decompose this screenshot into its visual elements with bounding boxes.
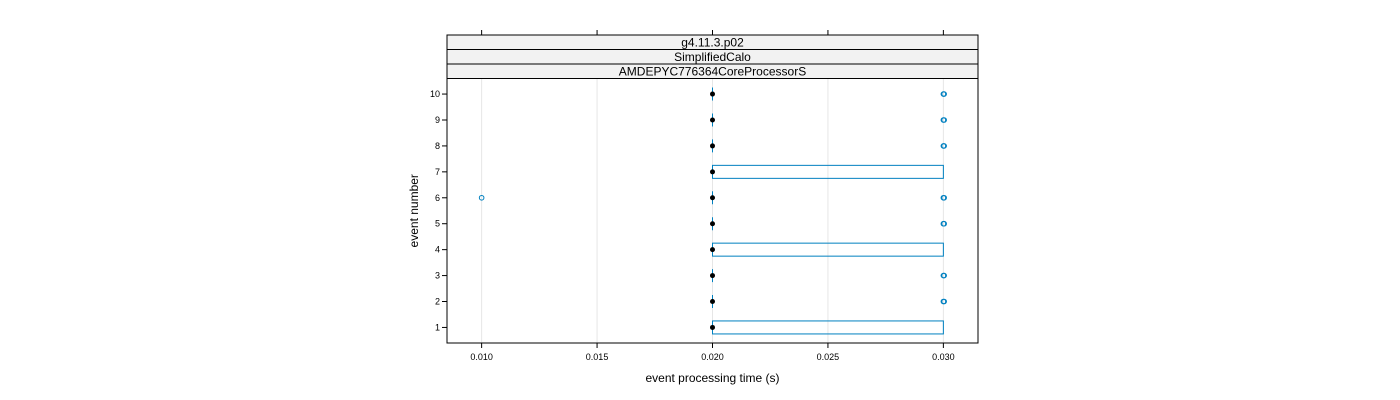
box-event-8: [710, 139, 947, 153]
y-tick-label: 8: [435, 141, 440, 151]
outlier-point: [478, 194, 485, 201]
box-event-9: [710, 113, 947, 127]
median-dot: [710, 143, 715, 149]
outlier-point: [941, 117, 947, 123]
box-event-7: [710, 164, 944, 179]
boxes: [478, 87, 947, 335]
median-dot: [710, 169, 715, 175]
y-tick-label: 4: [435, 245, 440, 255]
strip-label: SimplifiedCalo: [674, 50, 751, 64]
outlier-point: [941, 272, 947, 279]
top-axis-ticks: [481, 30, 944, 35]
median-dot: [710, 117, 715, 123]
y-tick-label: 7: [435, 167, 440, 177]
outlier-point: [941, 91, 947, 97]
median-dot: [710, 195, 715, 201]
outlier-point: [941, 143, 947, 149]
strip-label: g4.11.3.p02: [681, 36, 744, 50]
box-event-3: [710, 269, 947, 283]
outlier-point: [941, 220, 947, 227]
box-event-2: [710, 295, 947, 309]
x-axis: 0.010 0.015 0.020 0.025 0.030: [470, 343, 955, 362]
outlier-point: [941, 194, 947, 201]
x-tick-label: 0.030: [932, 352, 955, 362]
median-dot: [710, 247, 715, 253]
y-tick-label: 9: [435, 115, 440, 125]
box-event-4: [710, 242, 944, 257]
median-dot: [710, 299, 715, 305]
median-dot: [710, 324, 715, 330]
x-tick-label: 0.010: [470, 352, 493, 362]
box-event-5: [710, 217, 947, 231]
outlier-point: [941, 298, 947, 305]
median-dot: [710, 221, 715, 227]
y-tick-label: 6: [435, 193, 440, 203]
y-axis: 1 2 3 4 5 6 7 8 9 10: [430, 89, 447, 332]
x-tick-label: 0.015: [586, 352, 609, 362]
y-axis-title: event number: [407, 174, 421, 247]
y-tick-label: 1: [435, 322, 440, 332]
y-tick-label: 3: [435, 271, 440, 281]
y-tick-label: 10: [430, 89, 440, 99]
strip-label: AMDEPYC776364CoreProcessorS: [619, 65, 806, 79]
box-event-6: [478, 191, 947, 205]
y-tick-label: 5: [435, 219, 440, 229]
x-tick-label: 0.025: [817, 352, 840, 362]
box-event-1: [710, 320, 944, 335]
strip-headers: g4.11.3.p02SimplifiedCaloAMDEPYC776364Co…: [446, 34, 979, 79]
median-dot: [710, 273, 715, 279]
y-tick-label: 2: [435, 297, 440, 307]
x-axis-title: event processing time (s): [645, 371, 779, 385]
x-tick-label: 0.020: [701, 352, 724, 362]
box-event-10: [710, 87, 947, 101]
median-dot: [710, 91, 715, 97]
